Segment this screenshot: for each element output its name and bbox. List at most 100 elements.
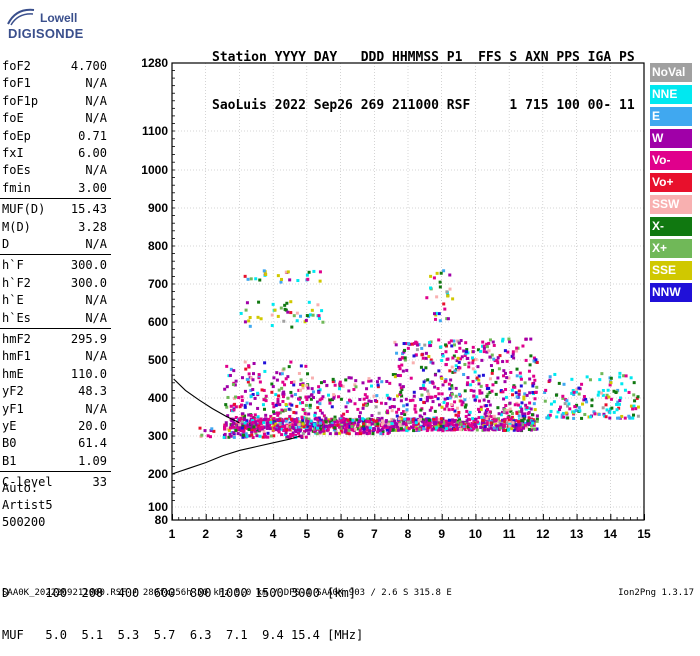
- echo-point: [437, 312, 441, 316]
- parameter-row: hmE 110.0: [0, 365, 170, 383]
- echo-point: [452, 354, 456, 358]
- echo-point: [471, 367, 475, 371]
- echo-point: [253, 396, 257, 400]
- echo-point: [437, 418, 441, 422]
- echo-point: [465, 383, 469, 387]
- echo-point: [499, 413, 503, 417]
- echo-point: [499, 389, 503, 393]
- echo-point: [290, 325, 294, 329]
- echo-point: [232, 369, 236, 373]
- echo-point: [405, 429, 409, 433]
- echo-point: [448, 387, 452, 391]
- echo-point: [302, 416, 306, 420]
- echo-point: [398, 367, 402, 371]
- echo-point: [455, 419, 459, 423]
- echo-point: [248, 383, 252, 387]
- echo-point: [457, 410, 461, 414]
- echo-point: [572, 393, 576, 397]
- y-tick-label: 80: [155, 513, 169, 527]
- echo-point: [574, 409, 578, 413]
- echo-point: [238, 425, 242, 429]
- echo-point: [264, 399, 268, 403]
- y-tick-label: 800: [148, 239, 168, 253]
- echo-point: [249, 395, 253, 399]
- echo-point: [488, 425, 492, 429]
- echo-point: [326, 393, 330, 397]
- echo-point: [577, 406, 581, 410]
- echo-point: [523, 423, 527, 427]
- echo-point: [487, 349, 491, 353]
- echo-point: [497, 367, 501, 371]
- echo-point: [509, 370, 513, 374]
- echo-point: [465, 348, 469, 352]
- echo-point: [244, 432, 248, 436]
- echo-point: [436, 397, 440, 401]
- echo-point: [510, 354, 514, 358]
- echo-point: [385, 393, 389, 397]
- echo-point: [444, 343, 448, 347]
- echo-point: [258, 434, 262, 438]
- echo-point: [398, 420, 402, 424]
- echo-point: [369, 384, 373, 388]
- echo-point: [512, 385, 516, 389]
- echo-point: [529, 424, 533, 428]
- echo-point: [481, 344, 485, 348]
- echo-point: [496, 406, 500, 410]
- echo-point: [508, 340, 512, 344]
- echo-point: [545, 416, 549, 420]
- echo-point: [606, 388, 610, 392]
- echo-point: [294, 433, 298, 437]
- echo-point: [590, 404, 594, 408]
- echo-point: [232, 431, 236, 435]
- echo-point: [614, 391, 618, 395]
- echo-point: [317, 390, 321, 394]
- echo-point: [280, 386, 284, 390]
- echo-point: [415, 343, 419, 347]
- echo-point: [580, 382, 584, 386]
- echo-point: [288, 278, 292, 282]
- echo-point: [610, 406, 614, 410]
- echo-point: [426, 423, 430, 427]
- echo-point: [507, 337, 511, 341]
- logo-arc-icon: [7, 8, 35, 26]
- echo-point: [302, 430, 306, 434]
- echo-point: [431, 427, 435, 431]
- echo-point: [307, 300, 311, 304]
- echo-point: [575, 403, 579, 407]
- echo-point: [511, 421, 515, 425]
- echo-point: [479, 425, 483, 429]
- echo-point: [239, 416, 243, 420]
- echo-point: [617, 402, 621, 406]
- echo-point: [463, 389, 467, 393]
- echo-point: [450, 344, 454, 348]
- x-tick-label: 11: [503, 527, 516, 541]
- echo-point: [632, 381, 636, 385]
- echo-point: [620, 382, 624, 386]
- echo-point: [451, 370, 455, 374]
- echo-point: [379, 401, 383, 405]
- echo-point: [491, 383, 495, 387]
- echo-point: [401, 369, 405, 373]
- echo-point: [256, 415, 260, 419]
- echo-point: [358, 419, 362, 423]
- echo-point: [307, 412, 311, 416]
- echo-point: [341, 418, 345, 422]
- echo-point: [306, 420, 310, 424]
- echo-point: [240, 395, 244, 399]
- echo-point: [492, 426, 496, 430]
- echo-point: [281, 395, 285, 399]
- echo-point: [526, 412, 530, 416]
- echo-point: [333, 383, 337, 387]
- parameter-name: yE: [2, 419, 17, 433]
- echo-point: [443, 407, 447, 411]
- echo-point: [288, 415, 292, 419]
- echo-point: [633, 399, 637, 403]
- echo-point: [276, 400, 280, 404]
- echo-point: [420, 353, 424, 357]
- echo-point: [232, 421, 236, 425]
- echo-point: [605, 396, 609, 400]
- echo-point: [304, 417, 308, 421]
- echo-point: [533, 408, 537, 412]
- echo-point: [254, 431, 258, 435]
- echo-point: [478, 389, 482, 393]
